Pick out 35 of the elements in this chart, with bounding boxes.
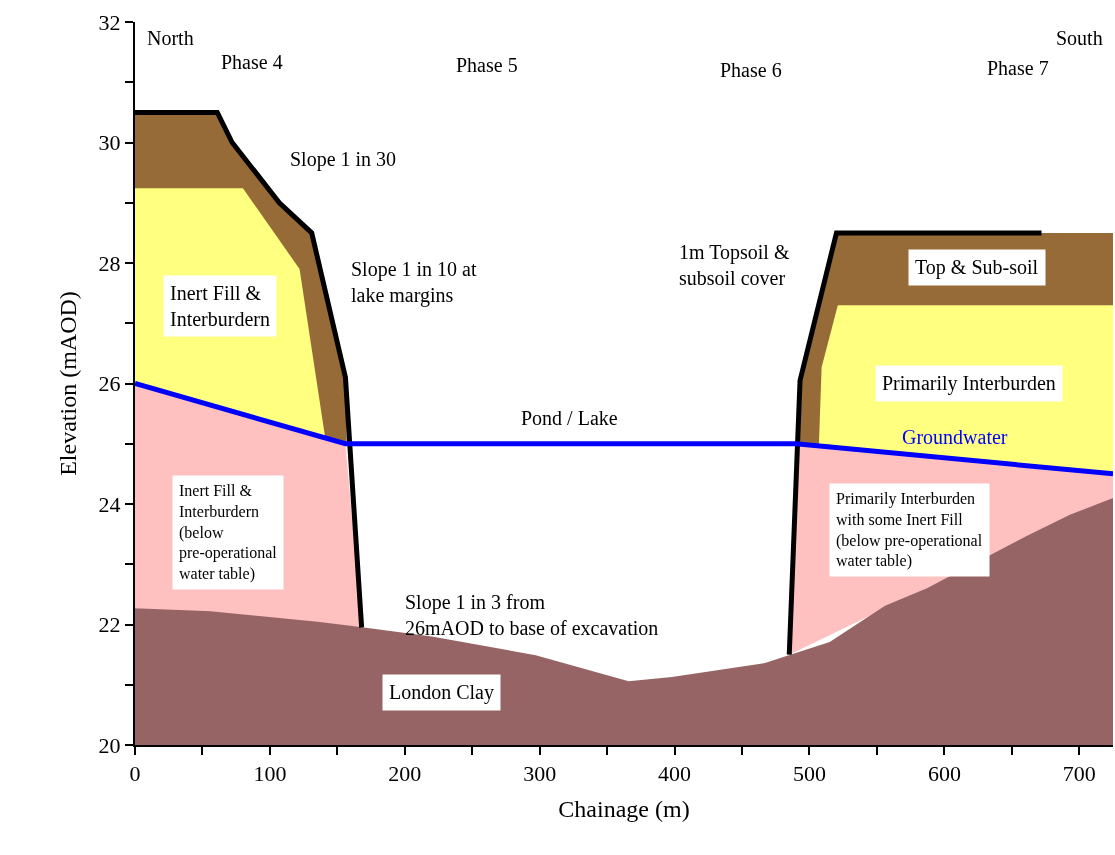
annotation: Phase 6 xyxy=(720,59,782,81)
y-tick-label: 26 xyxy=(98,371,121,397)
x-axis-title: Chainage (m) xyxy=(558,796,690,823)
annotation: South xyxy=(1056,27,1103,49)
annotation: Slope 1 in 30 xyxy=(290,148,397,171)
annotation: Primarily Interburden xyxy=(882,372,1056,395)
annotation: Inert Fill & Interburdern (below pre-operational water table) xyxy=(179,482,278,584)
x-tick-label: 0 xyxy=(129,761,141,787)
y-tick-label: 24 xyxy=(98,491,121,517)
series-label: Groundwater xyxy=(902,426,1008,448)
x-tick-label: 700 xyxy=(1062,761,1096,787)
y-tick-label: 32 xyxy=(98,9,121,35)
x-tick-label: 400 xyxy=(658,761,692,787)
annotation: North xyxy=(147,27,194,49)
x-tick-label: 300 xyxy=(523,761,557,787)
y-tick-label: 22 xyxy=(98,612,121,638)
x-tick-label: 500 xyxy=(792,761,826,787)
x-tick-label: 600 xyxy=(927,761,961,787)
annotation: Primarily Interburden with some Inert Fill (below pre-operational water table) xyxy=(836,490,983,571)
annotation: 1m Topsoil & subsoil cover xyxy=(679,241,790,289)
annotation: Slope 1 in 10 at lake margins xyxy=(351,258,477,307)
x-tick-label: 100 xyxy=(253,761,287,787)
y-tick-label: 28 xyxy=(98,250,121,276)
annotation: Inert Fill & Interburdern xyxy=(170,282,270,330)
y-tick-label: 30 xyxy=(98,130,121,156)
annotation: London Clay xyxy=(389,681,494,704)
annotation: Phase 7 xyxy=(987,57,1049,79)
y-axis-title: Elevation (mAOD) xyxy=(55,291,82,476)
annotation: Top & Sub-soil xyxy=(915,256,1039,279)
x-tick-label: 200 xyxy=(388,761,422,787)
annotation: Phase 5 xyxy=(456,54,518,76)
annotation: Phase 4 xyxy=(221,51,283,73)
annotation: Slope 1 in 3 from 26mAOD to base of excavation xyxy=(405,591,659,639)
y-tick-label: 20 xyxy=(98,732,121,758)
annotation: Pond / Lake xyxy=(521,407,618,429)
